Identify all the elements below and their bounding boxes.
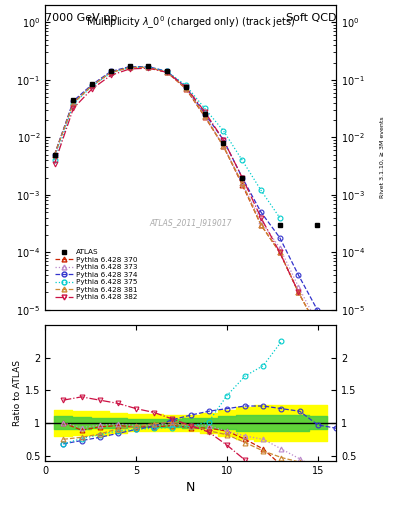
Text: Rivet 3.1.10, ≥ 3M events: Rivet 3.1.10, ≥ 3M events <box>380 117 385 198</box>
Y-axis label: Ratio to ATLAS: Ratio to ATLAS <box>13 360 22 426</box>
Text: 7000 GeV pp: 7000 GeV pp <box>45 13 118 23</box>
X-axis label: N: N <box>186 481 195 494</box>
Legend: ATLAS, Pythia 6.428 370, Pythia 6.428 373, Pythia 6.428 374, Pythia 6.428 375, P: ATLAS, Pythia 6.428 370, Pythia 6.428 37… <box>52 246 141 303</box>
Text: Soft QCD: Soft QCD <box>286 13 336 23</box>
Text: ATLAS_2011_I919017: ATLAS_2011_I919017 <box>149 218 232 227</box>
Text: Multiplicity $\lambda\_0^0$ (charged only) (track jets): Multiplicity $\lambda\_0^0$ (charged onl… <box>86 14 296 31</box>
